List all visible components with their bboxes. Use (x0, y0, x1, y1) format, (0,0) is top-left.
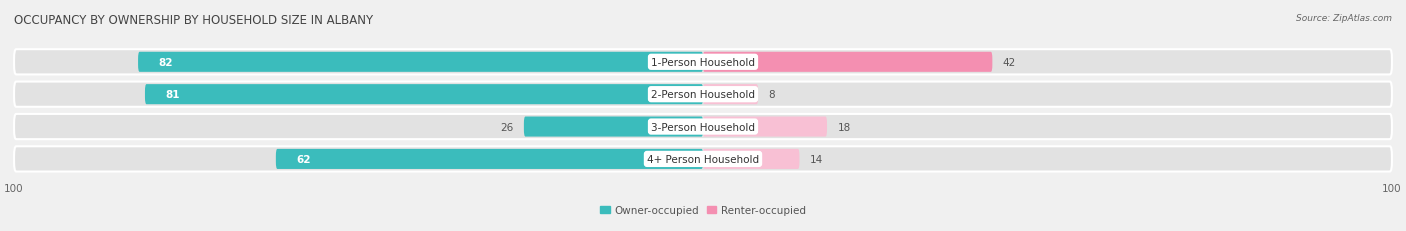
FancyBboxPatch shape (276, 149, 703, 169)
FancyBboxPatch shape (524, 117, 703, 137)
FancyBboxPatch shape (703, 52, 993, 73)
FancyBboxPatch shape (145, 85, 703, 105)
Text: 3-Person Household: 3-Person Household (651, 122, 755, 132)
FancyBboxPatch shape (703, 149, 800, 169)
Text: 8: 8 (769, 90, 775, 100)
Text: 14: 14 (810, 154, 823, 164)
FancyBboxPatch shape (14, 50, 1392, 75)
Text: OCCUPANCY BY OWNERSHIP BY HOUSEHOLD SIZE IN ALBANY: OCCUPANCY BY OWNERSHIP BY HOUSEHOLD SIZE… (14, 14, 373, 27)
Text: 26: 26 (501, 122, 513, 132)
Text: 18: 18 (838, 122, 851, 132)
Text: Source: ZipAtlas.com: Source: ZipAtlas.com (1296, 14, 1392, 23)
FancyBboxPatch shape (14, 82, 1392, 107)
Text: 82: 82 (159, 58, 173, 67)
Text: 4+ Person Household: 4+ Person Household (647, 154, 759, 164)
FancyBboxPatch shape (14, 147, 1392, 172)
Text: 62: 62 (297, 154, 311, 164)
Text: 1-Person Household: 1-Person Household (651, 58, 755, 67)
Text: 2-Person Household: 2-Person Household (651, 90, 755, 100)
FancyBboxPatch shape (703, 85, 758, 105)
Text: 42: 42 (1002, 58, 1017, 67)
Legend: Owner-occupied, Renter-occupied: Owner-occupied, Renter-occupied (596, 201, 810, 219)
Text: 81: 81 (166, 90, 180, 100)
FancyBboxPatch shape (703, 117, 827, 137)
FancyBboxPatch shape (14, 114, 1392, 140)
FancyBboxPatch shape (138, 52, 703, 73)
